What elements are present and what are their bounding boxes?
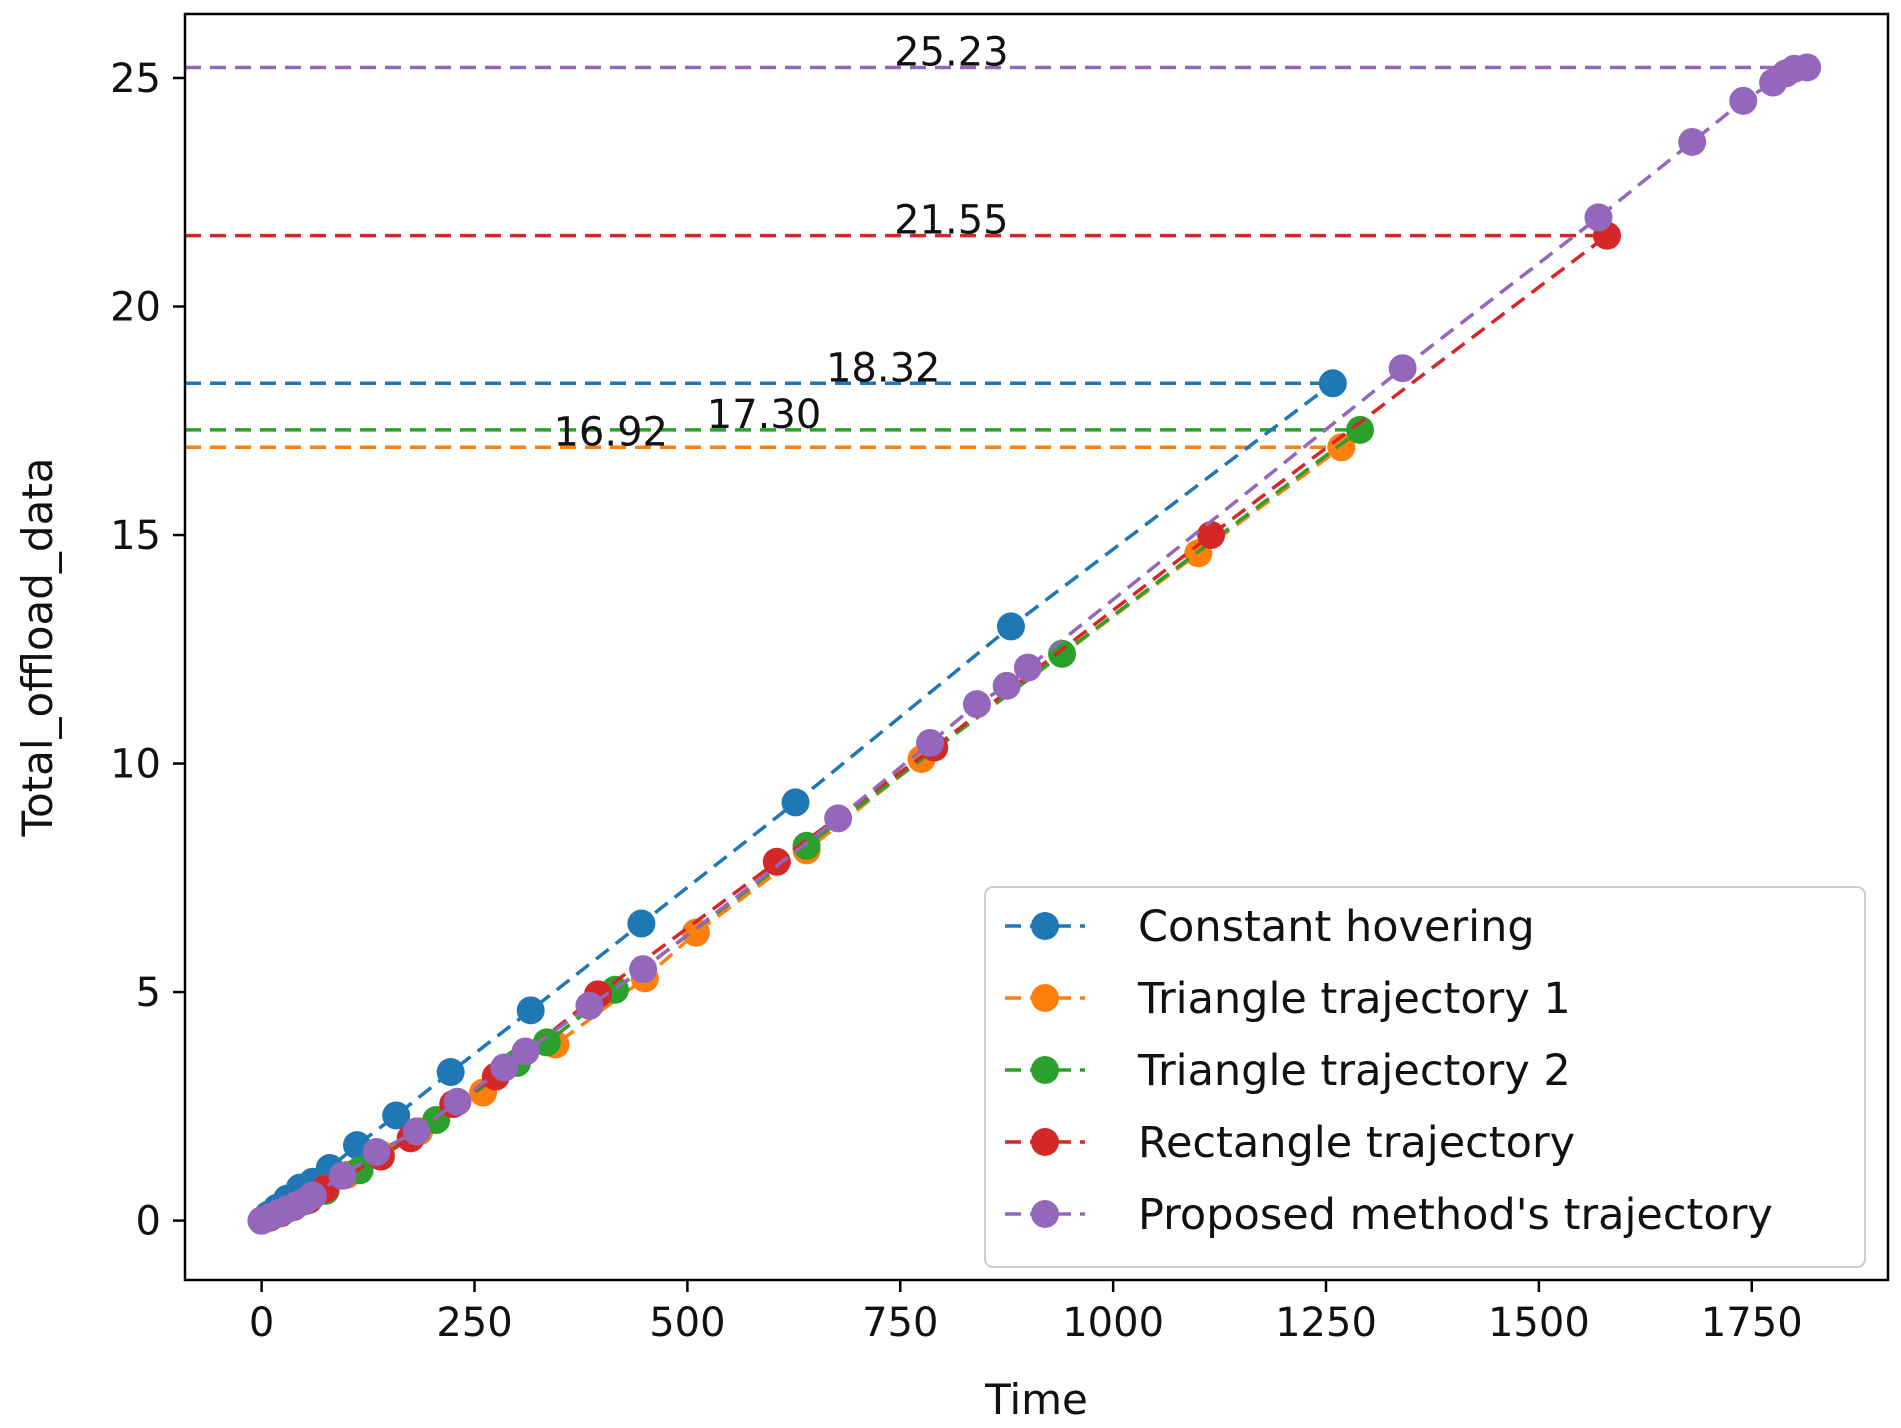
- legend: Constant hovering Triangle trajectory 1 Tr…: [984, 886, 1866, 1268]
- x-axis-title: Time: [984, 1375, 1088, 1424]
- legend-entry: Constant hovering: [1005, 902, 1535, 952]
- data-point: [443, 1087, 472, 1116]
- data-point: [992, 671, 1021, 700]
- legend-label: Rectangle trajectory: [1138, 1118, 1575, 1168]
- x-tick-label: 500: [649, 1300, 725, 1346]
- reference-label: 18.32: [826, 345, 941, 391]
- legend-entry: Triangle trajectory 2: [1005, 1046, 1571, 1096]
- legend-marker: [1031, 1128, 1059, 1156]
- x-tick-label: 250: [436, 1300, 512, 1346]
- y-tick-label: 15: [110, 513, 161, 559]
- x-tick-label: 0: [249, 1300, 274, 1346]
- reference-label: 21.55: [894, 198, 1009, 244]
- x-tick-label: 1000: [1062, 1300, 1164, 1346]
- y-tick-label: 5: [136, 970, 161, 1016]
- legend-label: Proposed method's trajectory: [1138, 1190, 1773, 1240]
- data-point: [824, 804, 853, 833]
- data-point: [781, 788, 810, 817]
- legend-entry: Triangle trajectory 1: [1005, 974, 1571, 1024]
- x-tick-label: 1250: [1275, 1300, 1377, 1346]
- reference-label: 17.30: [707, 392, 822, 438]
- data-point: [1048, 639, 1077, 668]
- legend-marker: [1031, 1200, 1059, 1228]
- data-point: [1388, 354, 1417, 383]
- data-point: [1346, 415, 1375, 444]
- y-tick-label: 10: [110, 742, 161, 788]
- legend-label: Triangle trajectory 1: [1137, 974, 1571, 1024]
- series-layer: [247, 53, 1822, 1235]
- data-point: [532, 1028, 561, 1057]
- data-point: [1678, 127, 1707, 156]
- x-tick-label: 1500: [1488, 1300, 1590, 1346]
- data-point: [627, 909, 656, 938]
- data-point: [996, 612, 1025, 641]
- data-point: [511, 1037, 540, 1066]
- y-tick-label: 20: [110, 285, 161, 331]
- plot-frame: [183, 12, 1890, 1282]
- data-point: [1584, 203, 1613, 232]
- data-point: [490, 1053, 519, 1082]
- legend-label: Triangle trajectory 2: [1137, 1046, 1571, 1096]
- data-point: [436, 1058, 465, 1087]
- data-point: [1729, 86, 1758, 115]
- reference-label: 25.23: [894, 29, 1009, 75]
- legend-marker: [1031, 912, 1059, 940]
- legend-box: [984, 886, 1866, 1268]
- data-point: [402, 1117, 431, 1146]
- legend-marker: [1031, 984, 1059, 1012]
- reference-label: 16.92: [553, 409, 668, 455]
- data-point: [629, 955, 658, 984]
- legend-entry: Rectangle trajectory: [1005, 1118, 1575, 1168]
- series-line: [260, 381, 1334, 1222]
- series-line: [260, 65, 1808, 1223]
- y-axis-title: Total_offload_data: [13, 457, 62, 837]
- data-point: [1793, 53, 1822, 82]
- data-point: [916, 728, 945, 757]
- y-tick-label: 0: [136, 1199, 161, 1245]
- data-point: [762, 847, 791, 876]
- data-point: [382, 1101, 411, 1130]
- data-point: [362, 1138, 391, 1167]
- x-tick-label: 1750: [1701, 1300, 1803, 1346]
- data-point: [792, 831, 821, 860]
- data-point: [298, 1181, 327, 1210]
- data-point: [1013, 653, 1042, 682]
- data-point: [1197, 521, 1226, 550]
- y-tick-label: 25: [110, 56, 161, 102]
- data-point: [575, 991, 604, 1020]
- legend-entry: Proposed method's trajectory: [1005, 1190, 1773, 1240]
- data-point: [962, 690, 991, 719]
- y-axis: 0 5 10 15 20 25: [110, 56, 185, 1245]
- series: [247, 53, 1822, 1235]
- x-axis: 0 250 500 750 1000 1250 1500 1750: [249, 1280, 1803, 1346]
- data-point: [328, 1161, 357, 1190]
- legend-marker: [1031, 1056, 1059, 1084]
- data-point: [1318, 369, 1347, 398]
- x-tick-label: 750: [862, 1300, 938, 1346]
- legend-label: Constant hovering: [1138, 902, 1535, 952]
- data-point: [516, 996, 545, 1025]
